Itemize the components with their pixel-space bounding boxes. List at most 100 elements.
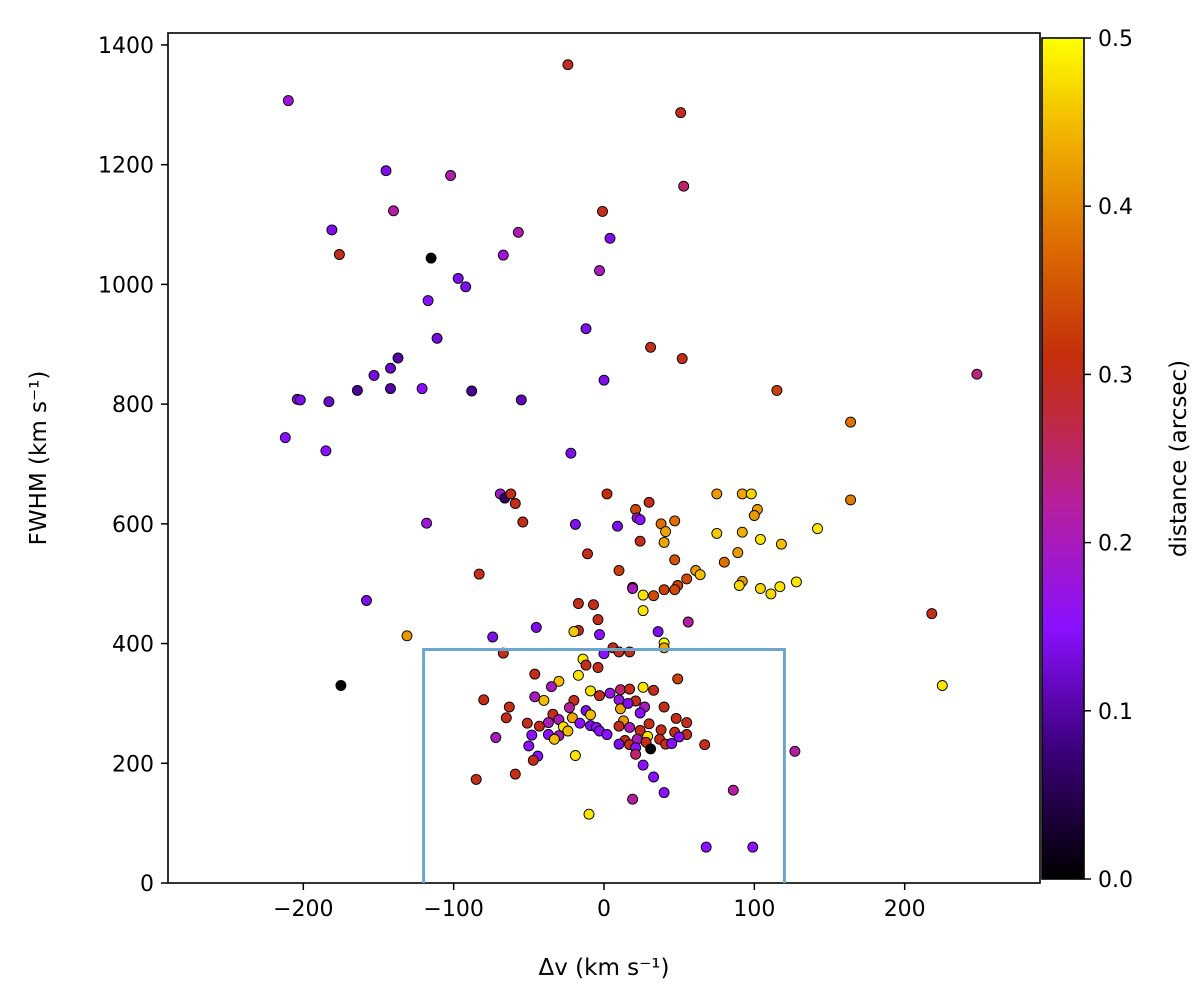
data-point [754, 533, 766, 545]
data-point [624, 683, 636, 695]
data-point [490, 732, 502, 743]
data-point [380, 165, 392, 177]
data-point [580, 659, 592, 671]
data-point [775, 538, 787, 550]
colorbar-tick-label: 0.5 [1098, 27, 1133, 52]
data-point [565, 447, 577, 459]
y-tick-label: 1000 [98, 273, 154, 298]
y-tick-label: 1200 [98, 154, 154, 179]
data-point [497, 249, 509, 261]
data-point [648, 684, 660, 696]
data-point [637, 759, 649, 771]
data-point [604, 232, 616, 244]
data-point [655, 724, 667, 736]
data-point [789, 745, 801, 757]
data-point [672, 673, 684, 685]
data-point [585, 685, 596, 697]
colorbar: 0.0 0.1 0.2 0.3 0.4 0.5 distance (arcsec) [1041, 27, 1192, 893]
colorbar-tick-label: 0.4 [1098, 195, 1133, 220]
data-point [699, 739, 711, 751]
data-point [487, 631, 499, 643]
data-point [594, 690, 605, 702]
data-point [553, 675, 565, 687]
x-axis: −200 −100 0 100 200 [273, 883, 926, 922]
data-point [700, 841, 712, 853]
data-point [634, 707, 646, 719]
data-point [473, 568, 485, 580]
data-point [733, 580, 745, 591]
data-point [523, 740, 535, 752]
data-point [747, 841, 759, 853]
data-point [615, 684, 626, 696]
data-point [681, 717, 693, 729]
data-point [597, 205, 608, 217]
y-tick-label: 1400 [98, 34, 154, 59]
data-point [515, 394, 527, 406]
data-point [669, 584, 681, 596]
data-point [368, 369, 380, 381]
data-point [572, 669, 584, 681]
data-point [678, 180, 690, 192]
data-point [601, 729, 613, 740]
data-point [845, 494, 857, 506]
x-tick-label: −100 [423, 897, 483, 922]
data-point [669, 515, 681, 527]
data-point [385, 383, 396, 395]
data-point [445, 170, 457, 181]
data-point [512, 226, 524, 238]
x-axis-label: Δv (km s⁻¹) [539, 955, 670, 981]
colorbar-tick-label: 0.0 [1098, 868, 1133, 893]
colorbar-ticks: 0.0 0.1 0.2 0.3 0.4 0.5 [1084, 27, 1133, 893]
y-tick-label: 400 [112, 633, 154, 658]
data-point [533, 720, 545, 732]
data-point [669, 554, 681, 566]
data-point [648, 771, 660, 783]
data-point [582, 548, 593, 560]
data-point [416, 383, 428, 395]
data-point [335, 680, 347, 691]
data-point [392, 352, 404, 364]
data-point [727, 784, 739, 796]
data-point [572, 598, 584, 609]
y-tick-label: 200 [112, 752, 154, 777]
data-point [694, 569, 706, 581]
data-point [509, 768, 521, 780]
data-point [673, 731, 685, 743]
data-point [529, 668, 541, 680]
data-points [279, 59, 983, 853]
data-point [562, 725, 574, 737]
data-point [754, 583, 766, 594]
data-point [320, 445, 332, 457]
data-point [658, 584, 670, 596]
data-point [627, 583, 639, 594]
data-point [500, 712, 512, 724]
plot-frame [167, 32, 1041, 884]
data-point [452, 272, 464, 284]
y-axis: 0 200 400 600 800 1000 1200 1400 [98, 34, 168, 897]
data-point [718, 556, 730, 568]
data-point [526, 729, 538, 741]
data-point [538, 694, 550, 706]
data-point [812, 523, 823, 535]
data-point [774, 581, 786, 593]
data-point [583, 808, 595, 820]
data-point [529, 691, 541, 703]
data-point [592, 614, 604, 626]
y-tick-label: 0 [140, 872, 154, 897]
data-point [660, 526, 672, 538]
data-point [612, 520, 623, 532]
data-point [658, 787, 670, 799]
data-point [594, 629, 605, 641]
data-point [736, 526, 748, 538]
data-point [630, 748, 642, 760]
data-point [563, 702, 575, 714]
data-point [530, 621, 542, 633]
data-point [470, 773, 482, 785]
data-point [971, 368, 983, 380]
data-point [542, 717, 554, 729]
data-point [592, 662, 604, 673]
data-point [634, 535, 646, 547]
colorbar-tick-label: 0.3 [1098, 363, 1133, 388]
data-point [569, 750, 581, 761]
data-point [509, 498, 521, 509]
